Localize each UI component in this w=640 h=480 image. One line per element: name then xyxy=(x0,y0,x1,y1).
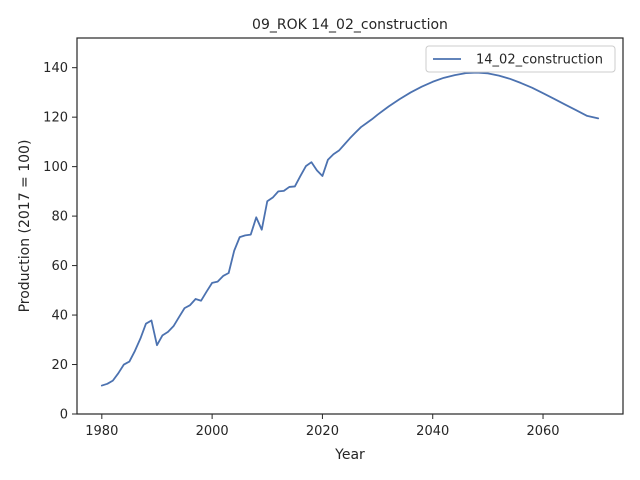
y-tick-label: 0 xyxy=(60,408,68,423)
legend: 14_02_construction xyxy=(425,45,616,73)
y-tick-label: 60 xyxy=(51,259,68,274)
y-tick-label: 140 xyxy=(43,61,68,76)
y-tick-label: 40 xyxy=(51,309,68,324)
legend-label: 14_02_construction xyxy=(476,53,603,68)
x-tick-label: 2040 xyxy=(416,424,449,439)
x-tick-label: 2020 xyxy=(306,424,339,439)
y-tick-label: 80 xyxy=(51,210,68,225)
series-line xyxy=(100,71,600,387)
y-tick-label: 100 xyxy=(43,160,68,175)
y-tick-label: 20 xyxy=(51,358,68,373)
chart-title: 09_ROK 14_02_construction xyxy=(252,17,448,33)
y-axis-label: Production (2017 = 100) xyxy=(17,140,33,313)
x-tick-label: 1980 xyxy=(85,424,118,439)
x-tick-label: 2000 xyxy=(196,424,229,439)
y-tick-label: 120 xyxy=(43,111,68,126)
x-axis-label: Year xyxy=(334,447,365,463)
plot-area xyxy=(100,71,600,387)
x-tick-label: 2060 xyxy=(526,424,559,439)
plot-frame xyxy=(76,37,624,415)
legend-box xyxy=(425,45,616,73)
